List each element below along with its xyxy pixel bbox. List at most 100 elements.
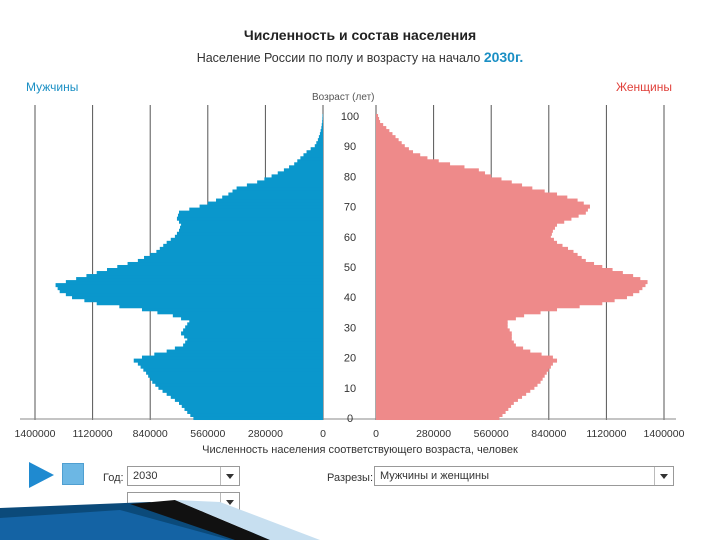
female-bar (376, 144, 405, 149)
male-bar (158, 385, 323, 390)
female-bar (376, 361, 553, 366)
male-x-tick-label: 280000 (248, 428, 283, 440)
male-bar (96, 271, 324, 276)
male-bar (162, 388, 323, 393)
female-bar (376, 364, 551, 369)
year-select[interactable]: 2030 (127, 466, 240, 486)
female-bar (376, 391, 527, 396)
male-bar (321, 123, 323, 128)
female-bar (376, 403, 512, 408)
female-bar (376, 225, 555, 230)
female-bar (376, 394, 523, 399)
female-bar (376, 286, 643, 291)
male-bar (76, 277, 323, 282)
female-bar (376, 307, 558, 312)
page-title: Численность и состав населения (243, 27, 477, 43)
male-bar (303, 153, 323, 158)
female-bar (376, 189, 545, 194)
female-bar (376, 237, 554, 242)
male-bar (170, 237, 323, 242)
male-bar (179, 400, 323, 405)
male-bar (289, 165, 323, 170)
male-bar (163, 243, 323, 248)
female-bar (376, 252, 578, 257)
male-bar (181, 331, 323, 336)
female-x-tick-label: 1400000 (644, 428, 685, 440)
male-bar (187, 409, 323, 414)
male-bar (306, 150, 323, 155)
female-bar (376, 204, 590, 209)
female-bar (376, 195, 568, 200)
female-bar (376, 213, 579, 218)
female-bar (376, 358, 558, 363)
female-bar (376, 385, 535, 390)
male-bar (179, 210, 323, 215)
female-bar (376, 183, 523, 188)
male-bar (322, 113, 324, 119)
male-bar (166, 349, 323, 354)
male-bar (174, 346, 323, 351)
female-x-tick-label: 0 (373, 428, 379, 440)
female-bar (376, 283, 646, 288)
female-bar (376, 346, 524, 351)
female-bar (376, 234, 551, 239)
male-bar (207, 201, 323, 206)
female-bar (376, 343, 516, 348)
chevron-down-icon (220, 467, 239, 485)
female-bar (376, 376, 543, 381)
female-bar (376, 415, 500, 421)
subtitle-text: Население России по полу и возрасту на н… (196, 51, 481, 65)
male-bar (310, 147, 323, 152)
female-bar (376, 249, 574, 254)
female-bar (376, 304, 580, 309)
female-bar (376, 298, 615, 303)
male-bar (176, 216, 323, 221)
male-bar (183, 328, 323, 333)
male-bar (152, 379, 323, 384)
age-tick-label: 90 (344, 141, 356, 153)
female-bar (376, 243, 563, 248)
male-x-tick-label: 560000 (190, 428, 225, 440)
male-bar (183, 343, 323, 348)
female-bar (376, 277, 641, 282)
male-bar (141, 355, 323, 360)
male-bar (107, 268, 323, 273)
male-bar (127, 261, 323, 266)
cuts-select[interactable]: Мужчины и женщины (374, 466, 674, 486)
female-bar (376, 113, 379, 119)
stop-button[interactable] (62, 463, 84, 485)
male-bar (159, 246, 323, 251)
female-bar (376, 153, 421, 158)
female-bar (376, 328, 510, 333)
male-bar (146, 370, 323, 375)
male-bar (297, 159, 323, 164)
male-bar (150, 252, 323, 257)
male-bar (59, 289, 323, 294)
female-x-tick-label: 560000 (474, 428, 509, 440)
male-bar (177, 213, 323, 218)
female-bar (376, 379, 541, 384)
male-bar (320, 129, 323, 134)
male-bar (86, 274, 324, 279)
female-bar (376, 192, 558, 197)
female-bar (376, 337, 512, 342)
female-bar (376, 397, 518, 402)
female-x-tick-label: 840000 (531, 428, 566, 440)
female-bar (376, 123, 384, 128)
male-bar (232, 189, 323, 194)
subtitle-year: 2030г. (483, 49, 524, 65)
female-bar (376, 412, 503, 417)
play-button[interactable] (26, 460, 56, 490)
female-bar (376, 129, 390, 134)
male-bar (166, 240, 323, 245)
female-bar (376, 331, 512, 336)
female-bar (376, 132, 393, 137)
female-bar (376, 409, 506, 414)
female-bar (376, 261, 595, 266)
female-bar (376, 120, 381, 125)
female-x-tick-label: 280000 (416, 428, 451, 440)
female-bar (376, 240, 558, 245)
year-select-value: 2030 (133, 470, 158, 482)
age-tick-label: 100 (341, 111, 359, 123)
male-bar (166, 391, 323, 396)
